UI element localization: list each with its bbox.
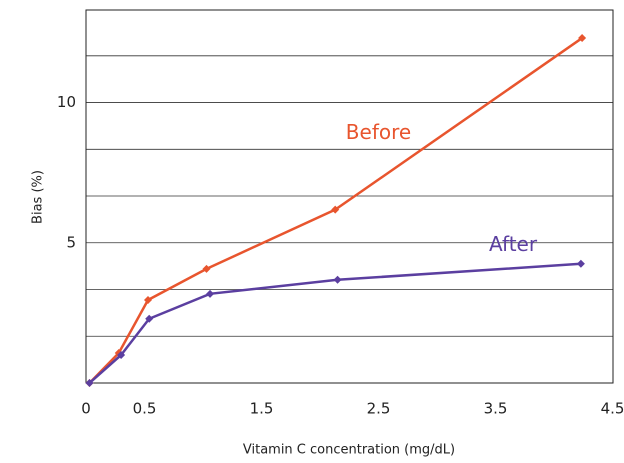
plot-frame xyxy=(85,9,614,384)
series-line xyxy=(88,37,583,384)
x-tick-label: 2.5 xyxy=(367,400,391,418)
y-tick-label: 10 xyxy=(57,93,76,111)
point xyxy=(144,295,153,304)
point xyxy=(206,289,215,298)
point xyxy=(202,264,211,273)
point xyxy=(578,34,587,43)
x-tick-label: 0.5 xyxy=(133,400,157,418)
y-axis-label: Bias (%) xyxy=(31,170,46,224)
point xyxy=(117,350,126,359)
x-tick-label: 1.5 xyxy=(250,400,274,418)
point xyxy=(333,275,342,284)
y-tick-label: 5 xyxy=(66,233,76,251)
series-line xyxy=(88,262,581,384)
x-tick-label: 0 xyxy=(81,400,91,418)
x-axis-label: Vitamin C concentration (mg/dL) xyxy=(243,443,455,458)
point xyxy=(85,379,94,387)
point xyxy=(576,259,585,268)
point xyxy=(145,314,154,323)
x-tick-label: 4.5 xyxy=(601,400,624,418)
point xyxy=(331,205,340,214)
annotation: Before xyxy=(346,120,411,144)
annotation: After xyxy=(489,232,538,256)
x-tick-label: 3.5 xyxy=(484,400,508,418)
